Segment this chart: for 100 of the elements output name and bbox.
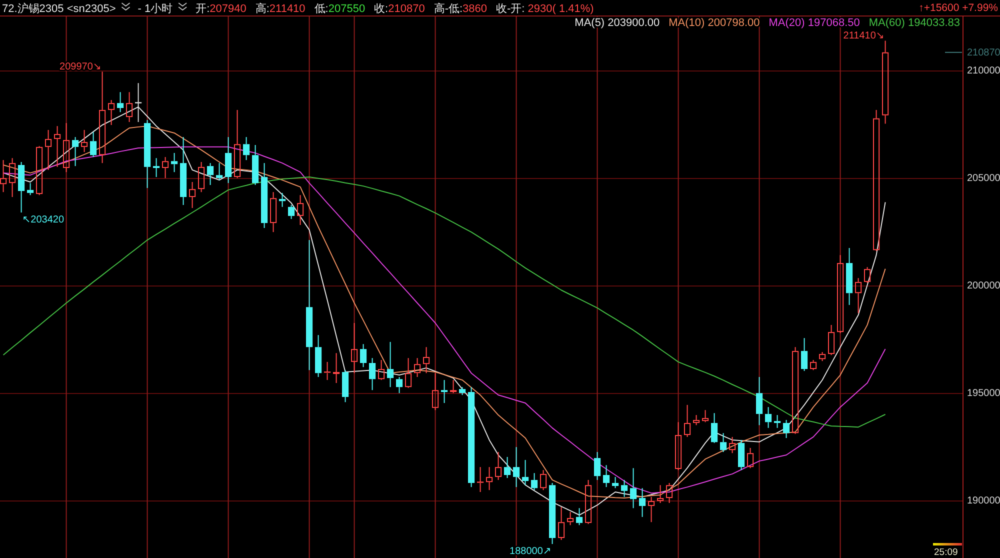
candlestick — [189, 181, 196, 208]
annotation: ↖203420 — [22, 214, 64, 226]
text: 25:09 — [934, 547, 958, 558]
candlestick — [801, 338, 808, 372]
candlestick — [405, 358, 412, 388]
candlestick — [306, 240, 313, 371]
candlestick — [621, 479, 628, 498]
candlestick — [153, 158, 160, 178]
y-tick-label: 200000 — [967, 280, 1000, 292]
candlestick — [495, 452, 502, 480]
candlestick — [882, 40, 889, 124]
candlestick — [873, 109, 880, 252]
candlestick — [0, 160, 7, 193]
candlestick — [720, 432, 727, 453]
chart-title: 72.沪锡2305 <sn2305> — [2, 2, 116, 15]
candlestick — [216, 162, 223, 181]
y-tick-label: 210000 — [967, 66, 1000, 77]
candlestick — [477, 466, 484, 492]
candlestick — [9, 158, 16, 198]
chart-subtitle: - 1小时 — [138, 2, 173, 15]
candlestick — [756, 376, 763, 426]
candlestick — [279, 192, 286, 208]
candlestick — [207, 162, 214, 186]
candlestick — [594, 452, 601, 480]
candlestick — [171, 152, 178, 173]
candlestick — [270, 192, 277, 233]
candlestick — [774, 414, 781, 428]
candlestick — [369, 358, 376, 391]
candlestick — [234, 109, 241, 179]
candlestick — [45, 129, 52, 170]
candlestick — [342, 370, 349, 403]
candlestick — [288, 204, 295, 220]
y-tick-label: 195000 — [967, 388, 1000, 400]
candlestick — [504, 456, 511, 479]
candlestick — [540, 470, 547, 491]
candlestick — [252, 144, 259, 186]
candlestick — [846, 247, 853, 306]
text: 开:207940 — [196, 3, 246, 15]
candlestick — [441, 379, 448, 404]
candlestick — [126, 92, 133, 122]
candlestick — [450, 379, 457, 394]
candlestick — [684, 404, 691, 438]
candlestick — [243, 136, 250, 161]
candlestick — [603, 464, 610, 488]
candlestick — [378, 359, 385, 380]
candlestick — [864, 266, 871, 284]
candlestick — [855, 278, 862, 314]
candlestick — [63, 122, 70, 173]
candlestick — [387, 341, 394, 388]
candlestick — [297, 194, 304, 226]
candlestick — [531, 472, 538, 491]
candlestick — [261, 162, 268, 228]
candlestick — [648, 496, 655, 523]
ref-line-label: 210870 — [967, 46, 1000, 58]
candlestick — [810, 359, 817, 371]
candlestick — [513, 446, 520, 488]
candlestick — [72, 136, 79, 167]
candlestick — [423, 346, 430, 374]
candlestick — [675, 422, 682, 471]
candlestick — [414, 358, 421, 378]
candlestick — [558, 506, 565, 540]
candlestick — [360, 344, 367, 368]
annotation: 211410↘ — [843, 30, 884, 42]
candlestick — [459, 386, 466, 396]
text: MA(60) 194033.83 — [868, 17, 960, 29]
candlestick — [585, 479, 592, 525]
candlestick — [162, 156, 169, 179]
candlestick — [639, 488, 646, 518]
candlestick — [180, 136, 187, 206]
candlestick — [522, 459, 529, 486]
text: 高-低:3860 — [434, 2, 488, 15]
candlestick — [711, 412, 718, 444]
line-series — [2, 176, 886, 428]
candlestick — [108, 100, 115, 126]
candlestick — [468, 386, 475, 488]
candlestick — [54, 126, 61, 168]
candlestick — [18, 161, 25, 214]
candlestick — [315, 334, 322, 378]
candlestick — [819, 352, 826, 362]
candlestick — [567, 511, 574, 526]
candlestick — [783, 419, 790, 439]
candlestick — [351, 322, 358, 374]
text: ↑+15600 +7.99% — [918, 2, 998, 14]
candlestick — [90, 132, 97, 158]
candlestick — [333, 352, 340, 384]
candlestick — [117, 92, 124, 113]
candlestick — [765, 406, 772, 428]
candlestick — [738, 439, 745, 471]
candlestick — [81, 129, 88, 153]
candlestick — [225, 136, 232, 184]
candlestick — [792, 346, 799, 434]
candlestick — [837, 254, 844, 334]
candlestick — [486, 466, 493, 491]
candlestick — [657, 484, 664, 504]
text: 收:210870 — [374, 3, 425, 15]
candlestick — [198, 161, 205, 193]
y-tick-label: 205000 — [967, 173, 1000, 184]
candlestick — [99, 71, 106, 164]
candlestick — [702, 410, 709, 423]
text: 低:207550 — [314, 3, 366, 15]
